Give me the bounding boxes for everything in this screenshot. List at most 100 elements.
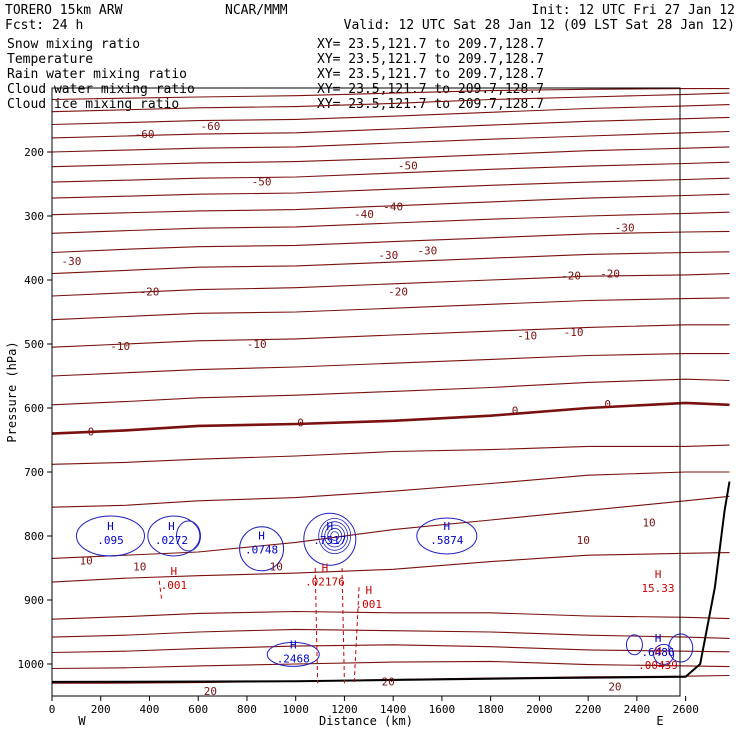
y-axis: 200 300 400 500 600 700 800 900 1000 [18, 146, 52, 671]
y-tick-label: 800 [24, 530, 44, 543]
west-label: W [78, 714, 86, 728]
temperature-contour [51, 644, 730, 654]
x-tick-label: 2000 [526, 703, 553, 716]
temperature-contour-label: 10 [270, 561, 283, 574]
temperature-contour-label: -50 [252, 175, 272, 188]
cloud-water-contour [653, 643, 675, 665]
temperature-contour-label: 10 [577, 534, 590, 547]
legend-entry-xy: XY= 23.5,121.7 to 209.7,128.7 [317, 67, 544, 82]
temperature-contour-label: -10 [110, 340, 130, 353]
temperature-contour-label: 0 [297, 417, 304, 430]
cloud-water-contour [239, 526, 285, 572]
legend-entry-label: Rain water mixing ratio [7, 67, 187, 82]
legend-entry-xy: XY= 23.5,121.7 to 209.7,128.7 [317, 37, 544, 52]
legend-entry-label: Cloud ice mixing ratio [7, 97, 179, 112]
temperature-contour [51, 401, 730, 435]
rain-water-contour [314, 567, 319, 684]
x-tick-label: 400 [140, 703, 160, 716]
x-tick-label: 1400 [380, 703, 407, 716]
cloud-water-contour [625, 634, 643, 656]
maximum-value: .7517 [313, 534, 346, 547]
x-tick-label: 1800 [477, 703, 504, 716]
temperature-contour [51, 116, 730, 139]
cloud-water-contour [266, 641, 320, 667]
legend-entry-label: Snow mixing ratio [7, 37, 140, 52]
x-tick-label: 2600 [672, 703, 699, 716]
legend-entry-label: Temperature [7, 52, 93, 67]
maximum-value: .095 [97, 534, 124, 547]
temperature-contour [51, 471, 730, 508]
temperature-contour [51, 88, 730, 101]
temperature-contour-label: -30 [417, 245, 437, 258]
maximum-marker: H [258, 530, 265, 543]
cloud-water-contour [416, 517, 478, 555]
temperature-contour-label: -40 [354, 208, 374, 221]
temperature-contour-label: 20 [608, 680, 621, 693]
maximum-marker: H [365, 584, 372, 597]
x-tick-label: 1200 [331, 703, 358, 716]
temperature-contour-label: -20 [388, 286, 408, 299]
y-tick-label: 1000 [18, 658, 45, 671]
y-tick-label: 400 [24, 274, 44, 287]
temperature-contour [51, 92, 730, 113]
x-tick-label: 2200 [575, 703, 602, 716]
maximum-marker: H [655, 568, 662, 581]
rain-water-contour [353, 587, 360, 684]
temperature-contour [51, 104, 730, 126]
temperature-contour [51, 146, 730, 168]
plot-frame [51, 87, 681, 697]
rain-water-contour [341, 567, 345, 684]
legend-entry-label: Cloud water mixing ratio [7, 82, 195, 97]
cloud-water-contour [75, 515, 145, 557]
temperature-contour [51, 193, 730, 216]
maximum-value: .0748 [245, 544, 278, 557]
temperature-contour-label: -30 [615, 222, 635, 235]
maximum-marker: H [655, 645, 662, 658]
maximum-value: .2468 [277, 652, 310, 665]
rain-water-contour [158, 580, 163, 601]
y-tick-label: 200 [24, 146, 44, 159]
maximum-marker: H [171, 565, 178, 578]
x-tick-label: 1000 [282, 703, 309, 716]
cloud-water-contour [330, 531, 340, 541]
cloud-water-contour [147, 515, 201, 557]
x-tick-label: 600 [188, 703, 208, 716]
temperature-contour-label: 20 [382, 675, 395, 688]
temperature-contour [51, 610, 730, 620]
x-axis: 0 200 400 600 800 1000 1200 1400 1600 1800 2000 220… [49, 696, 699, 716]
x-tick-label: 800 [237, 703, 257, 716]
maximum-marker: H [443, 520, 450, 533]
plot-area: -60 -60 -50 -50 -40 -40 -30 -30 -30 -30 -20 -20 -20 -… [51, 88, 731, 698]
init-time: Init: 12 UTC Fri 27 Jan 12 [532, 3, 736, 18]
temperature-contour-label: 20 [204, 685, 217, 698]
temperature-contour [51, 177, 730, 199]
model-title: TORERO 15km ARW [5, 3, 123, 18]
temperature-contour [51, 297, 730, 321]
y-tick-label: 500 [24, 338, 44, 351]
cloud-water-contour [668, 633, 694, 663]
maximum-marker: H [290, 638, 297, 651]
cloud-water-contour [318, 518, 352, 555]
temperature-contour-label: -10 [517, 330, 537, 343]
maximum-value: .001 [356, 598, 383, 611]
temperature-contour [51, 628, 730, 639]
cloud-water-contour [303, 512, 357, 566]
y-axis-label: Pressure (hPa) [5, 341, 19, 442]
x-tick-label: 2400 [624, 703, 651, 716]
temperature-contour-label: 10 [133, 561, 146, 574]
x-tick-label: 1600 [429, 703, 456, 716]
temperature-contour [51, 273, 730, 297]
x-tick-label: 200 [91, 703, 111, 716]
maximum-value: .5874 [430, 534, 463, 547]
temperature-contour [51, 251, 730, 275]
temperature-contour-label: -10 [564, 326, 584, 339]
maximum-marker: H [327, 520, 334, 533]
maximum-marker: H [168, 520, 175, 533]
cloud-water-contour [327, 527, 343, 545]
temperature-contour-label: -60 [135, 128, 155, 141]
temperature-contour-label: 0 [604, 398, 611, 411]
x-tick-label: 0 [49, 703, 56, 716]
cloud-water-contour [321, 521, 349, 551]
maximum-marker: H [322, 562, 329, 575]
temperature-contour [51, 444, 730, 465]
